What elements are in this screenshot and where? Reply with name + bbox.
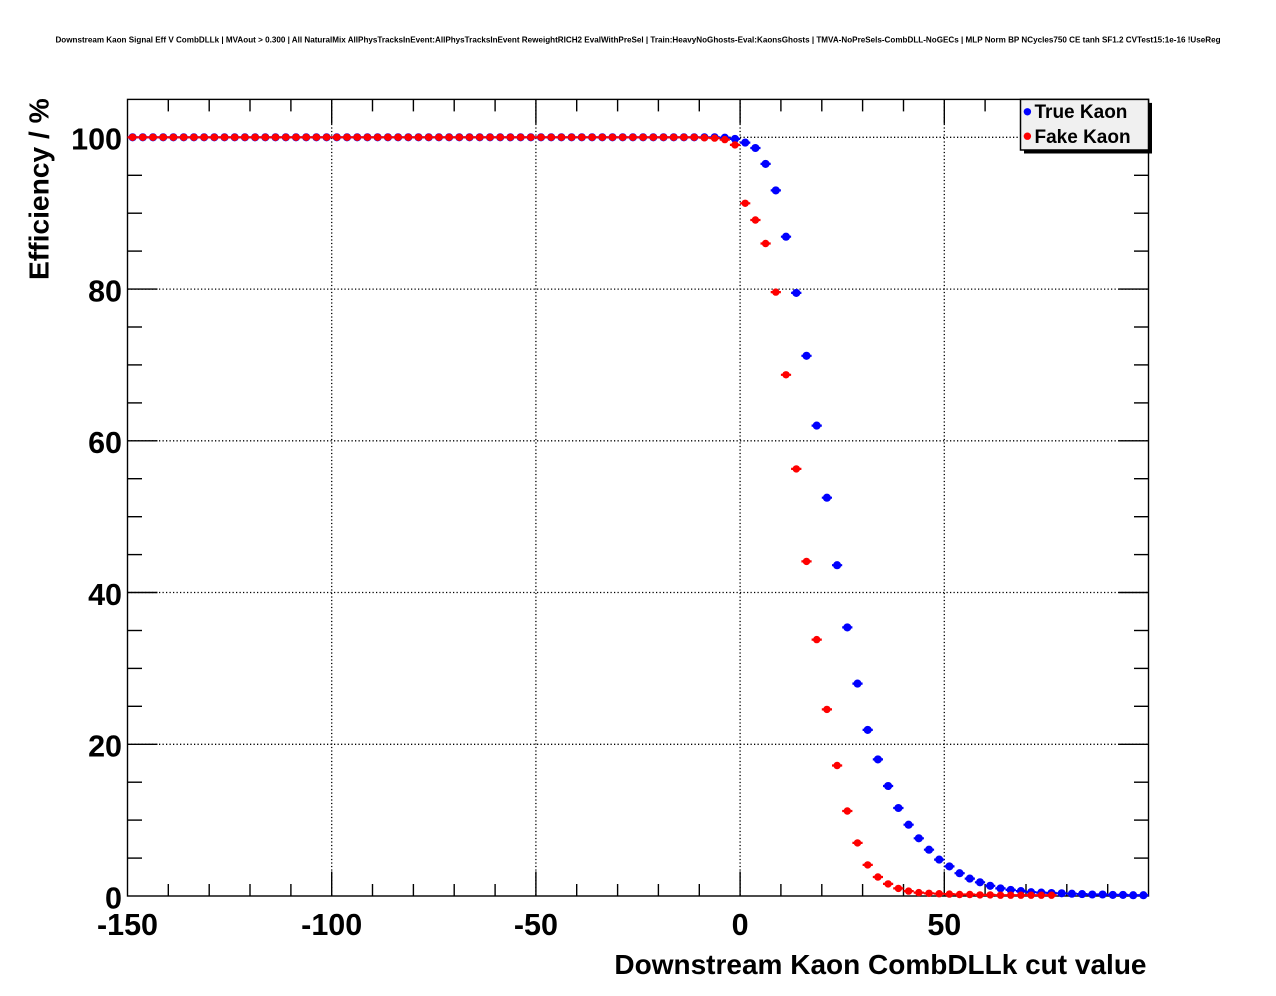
svg-text:Downstream Kaon Signal Eff V C: Downstream Kaon Signal Eff V CombDLLk | … xyxy=(55,36,1220,45)
svg-text:100: 100 xyxy=(71,123,122,157)
svg-text:Fake Kaon: Fake Kaon xyxy=(1035,127,1131,148)
svg-text:40: 40 xyxy=(88,578,122,612)
svg-text:True Kaon: True Kaon xyxy=(1035,102,1128,123)
svg-text:60: 60 xyxy=(88,426,122,460)
svg-text:20: 20 xyxy=(88,730,122,764)
svg-text:-100: -100 xyxy=(301,908,362,942)
svg-text:50: 50 xyxy=(927,908,961,942)
svg-text:0: 0 xyxy=(105,881,122,915)
svg-text:-50: -50 xyxy=(514,908,558,942)
svg-text:Efficiency / %: Efficiency / % xyxy=(23,98,55,280)
svg-text:-150: -150 xyxy=(97,908,158,942)
svg-text:80: 80 xyxy=(88,274,122,308)
svg-text:0: 0 xyxy=(732,908,749,942)
svg-text:Downstream Kaon CombDLLk cut v: Downstream Kaon CombDLLk cut value xyxy=(614,949,1146,980)
